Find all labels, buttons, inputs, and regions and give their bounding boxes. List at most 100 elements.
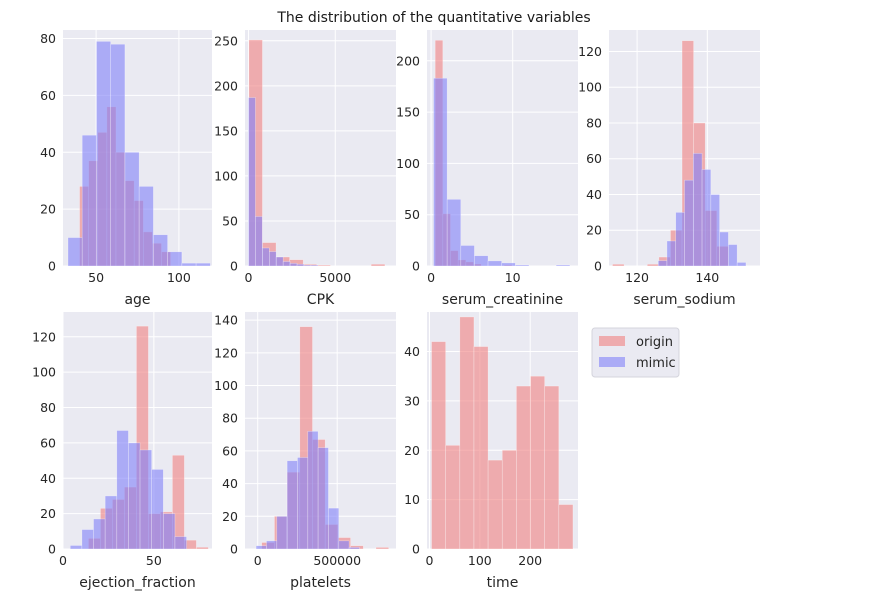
x-tick-label: 0 <box>244 270 252 285</box>
x-tick-label: 100 <box>167 270 191 285</box>
series-mimic <box>67 41 211 267</box>
y-tick-label: 60 <box>40 435 56 450</box>
y-tick-label: 40 <box>40 471 56 486</box>
y-tick-label: 100 <box>214 378 238 393</box>
y-tick-label: 0 <box>230 542 238 557</box>
bar-origin <box>487 459 503 550</box>
y-tick-label: 150 <box>396 105 420 120</box>
bar-mimic <box>719 231 729 267</box>
legend-swatch-mimic <box>599 357 625 367</box>
series-origin <box>431 316 574 550</box>
bar-mimic <box>104 495 118 550</box>
bar-origin <box>375 547 389 550</box>
series-mimic <box>657 153 747 267</box>
x-axis-label: age <box>124 292 150 308</box>
legend-label-mimic: mimic <box>636 356 676 371</box>
bar-mimic <box>348 547 360 550</box>
y-tick-label: 0 <box>412 259 420 274</box>
y-tick-label: 200 <box>396 53 420 68</box>
bar-mimic <box>81 529 94 550</box>
y-tick-label: 120 <box>214 345 238 360</box>
y-tick-label: 40 <box>40 145 56 160</box>
bar-mimic <box>275 256 284 267</box>
histogram-serum-sodium: 0 20 40 60 80 100 120 120 140 serum_sodium <box>578 30 760 308</box>
bar-origin <box>445 445 461 550</box>
bar-origin <box>370 263 386 267</box>
y-tick-label: 60 <box>40 88 56 103</box>
bar-mimic <box>255 216 263 267</box>
y-tick-label: 100 <box>578 80 602 95</box>
bar-mimic <box>555 264 571 267</box>
x-axis-label: time <box>487 575 519 591</box>
y-tick-label: 40 <box>222 476 238 491</box>
bar-origin <box>516 385 531 550</box>
y-tick-label: 20 <box>40 506 56 521</box>
bar-mimic <box>289 262 298 267</box>
y-tick-label: 50 <box>222 213 238 228</box>
y-tick-label: 140 <box>214 313 238 328</box>
x-axis-label: CPK <box>307 292 335 308</box>
bar-mimic <box>81 134 97 267</box>
bar-mimic <box>93 518 106 550</box>
x-axis-label: serum_sodium <box>633 292 735 308</box>
bar-mimic <box>255 545 267 550</box>
y-tick-label: 100 <box>32 365 56 380</box>
y-tick-label: 10 <box>404 492 420 507</box>
y-tick-label: 60 <box>222 443 238 458</box>
bar-mimic <box>701 169 712 267</box>
bar-mimic <box>153 234 168 267</box>
bar-mimic <box>297 457 309 550</box>
bar-mimic <box>128 442 141 550</box>
y-tick-label: 0 <box>594 259 602 274</box>
bar-mimic <box>728 244 738 267</box>
bar-mimic <box>181 262 197 267</box>
bar-mimic <box>195 262 211 267</box>
bar-mimic <box>286 460 298 550</box>
y-tick-label: 0 <box>230 259 238 274</box>
bar-mimic <box>69 545 83 550</box>
y-tick-label: 0 <box>48 542 56 557</box>
y-tick-label: 200 <box>214 78 238 93</box>
histogram-time: 0 10 20 30 40 0 100 200 time <box>404 312 578 591</box>
x-tick-label: 0 <box>59 553 67 568</box>
legend: origin mimic <box>591 327 680 378</box>
bar-mimic <box>174 536 187 550</box>
series-mimic <box>69 430 187 550</box>
bar-mimic <box>303 264 312 267</box>
x-tick-label: 140 <box>695 270 719 285</box>
x-tick-label: 200 <box>518 553 542 568</box>
y-tick-label: 250 <box>214 33 238 48</box>
x-tick-label: 10 <box>505 270 521 285</box>
y-tick-label: 100 <box>396 156 420 171</box>
y-tick-label: 20 <box>404 443 420 458</box>
bar-mimic <box>487 260 502 267</box>
bar-mimic <box>116 430 129 550</box>
bar-mimic <box>96 41 111 267</box>
bar-mimic <box>307 431 319 550</box>
series-mimic <box>255 431 360 550</box>
bar-origin <box>544 385 560 550</box>
figure-title: The distribution of the quantitative var… <box>276 10 590 26</box>
x-tick-label: 0 <box>426 553 434 568</box>
bar-mimic <box>684 179 694 267</box>
bar-origin <box>431 341 446 550</box>
bar-origin <box>558 504 574 550</box>
histogram-CPK: 0 50 100 150 200 250 0 5000 CPK <box>214 30 396 308</box>
bar-mimic <box>124 151 140 267</box>
legend-swatch-origin <box>599 336 625 346</box>
x-tick-label: 0 <box>427 270 435 285</box>
x-axis-label: ejection_fraction <box>79 575 195 591</box>
bar-mimic <box>666 240 677 267</box>
bar-mimic <box>276 516 288 550</box>
x-tick-label: 100 <box>468 553 492 568</box>
bar-mimic <box>446 199 462 267</box>
y-tick-label: 100 <box>214 168 238 183</box>
x-tick-label: 50 <box>88 270 104 285</box>
x-axis-label: platelets <box>290 575 351 591</box>
x-tick-label: 50 <box>146 553 162 568</box>
series-mimic <box>433 77 571 267</box>
bar-origin <box>316 264 331 267</box>
y-tick-label: 80 <box>586 115 602 130</box>
bar-origin <box>459 316 475 550</box>
